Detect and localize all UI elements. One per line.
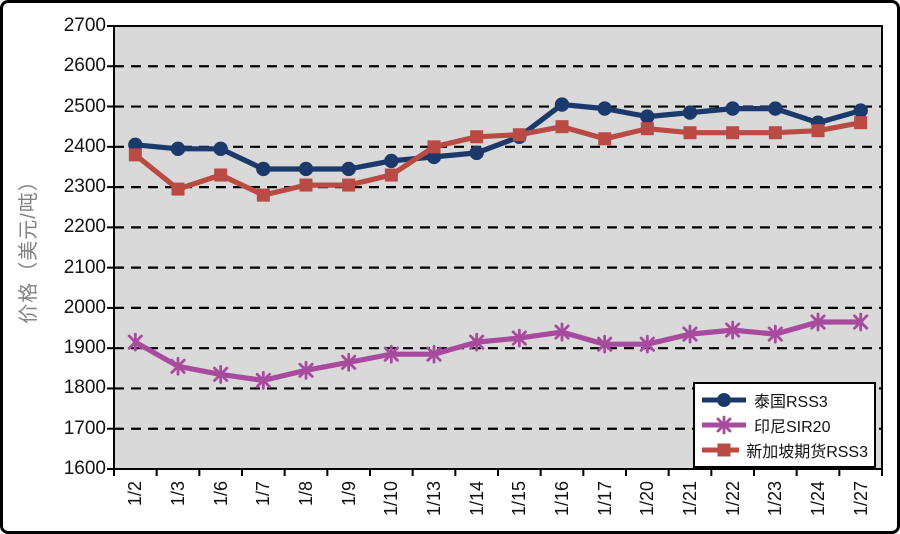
x-tick-label: 1/15 bbox=[509, 481, 530, 517]
marker-circle bbox=[384, 153, 399, 169]
marker-square bbox=[470, 130, 484, 144]
marker-circle bbox=[682, 105, 698, 120]
y-tick-label: 2700 bbox=[63, 15, 106, 36]
marker-asterisk bbox=[597, 334, 613, 354]
marker-square bbox=[683, 126, 697, 140]
marker-square bbox=[384, 168, 398, 182]
marker-square bbox=[128, 148, 142, 162]
y-tick-label: 2400 bbox=[63, 135, 106, 157]
y-tick-label: 1900 bbox=[63, 337, 106, 359]
x-tick-label: 1/14 bbox=[466, 481, 487, 517]
marker-asterisk bbox=[511, 328, 527, 348]
marker-asterisk bbox=[255, 370, 271, 390]
legend-item-singapore-futures-rss3: 新加坡期货RSS3 bbox=[701, 438, 868, 462]
marker-circle bbox=[298, 161, 314, 177]
marker-asterisk bbox=[767, 324, 783, 344]
x-tick-label: 1/22 bbox=[722, 481, 743, 517]
marker-square bbox=[811, 124, 825, 138]
marker-circle bbox=[853, 103, 868, 118]
legend-label: 新加坡期货RSS3 bbox=[746, 444, 868, 462]
marker-circle bbox=[341, 161, 356, 177]
marker-circle bbox=[469, 145, 484, 161]
marker-asterisk bbox=[383, 344, 399, 364]
series-indonesia-sir20 bbox=[127, 312, 869, 390]
x-tick-label: 1/21 bbox=[680, 481, 700, 517]
x-tick-label: 1/27 bbox=[850, 481, 871, 517]
x-tick-label: 1/7 bbox=[253, 481, 274, 507]
marker-square bbox=[768, 126, 782, 140]
marker-square bbox=[342, 178, 356, 192]
legend-marker-square-icon bbox=[702, 443, 740, 457]
legend-marker-circle-icon bbox=[702, 392, 746, 407]
marker-square bbox=[854, 116, 868, 130]
marker-asterisk bbox=[341, 352, 357, 372]
x-tick-label: 1/6 bbox=[210, 481, 231, 507]
marker-square bbox=[299, 178, 313, 192]
series-thailand-rss3 bbox=[128, 97, 868, 177]
series-singapore-futures-rss3 bbox=[128, 116, 868, 202]
legend-item-thailand-rss3: 泰国RSS3 bbox=[701, 388, 868, 412]
x-tick-label: 1/3 bbox=[168, 481, 188, 507]
plot-svg bbox=[107, 25, 883, 476]
marker-square bbox=[555, 120, 569, 134]
x-tick-label: 1/2 bbox=[125, 481, 146, 507]
marker-asterisk bbox=[469, 332, 485, 352]
legend-label: 泰国RSS3 bbox=[754, 393, 828, 411]
y-tick-label: 1800 bbox=[63, 377, 106, 399]
marker-square bbox=[214, 168, 228, 182]
y-tick-label: 2600 bbox=[63, 55, 106, 77]
marker-asterisk bbox=[127, 332, 143, 352]
marker-square bbox=[512, 128, 526, 142]
x-tick-label: 1/9 bbox=[338, 481, 359, 507]
marker-asterisk bbox=[426, 344, 442, 364]
axis-ticks bbox=[107, 25, 883, 476]
marker-circle bbox=[597, 101, 612, 116]
marker-circle bbox=[554, 97, 570, 112]
marker-circle bbox=[768, 101, 783, 116]
y-tick-label: 2300 bbox=[63, 176, 106, 198]
series-line-singapore-futures-rss3 bbox=[132, 120, 864, 198]
x-tick-label: 1/16 bbox=[552, 481, 572, 517]
marker-circle bbox=[725, 101, 740, 116]
y-tick-label: 2200 bbox=[63, 216, 106, 238]
marker-asterisk bbox=[554, 322, 570, 342]
marker-square bbox=[640, 122, 654, 136]
y-tick-label: 1700 bbox=[63, 417, 106, 439]
x-tick-label: 1/20 bbox=[637, 481, 658, 517]
y-tick-label: 2000 bbox=[63, 296, 106, 318]
marker-asterisk bbox=[170, 356, 186, 376]
marker-square bbox=[256, 188, 270, 202]
x-tick-label: 1/10 bbox=[381, 481, 402, 517]
marker-asterisk bbox=[639, 334, 655, 354]
legend-marker-asterisk-icon bbox=[702, 415, 746, 435]
y-tick-label: 1600 bbox=[63, 458, 106, 479]
x-tick-label: 1/17 bbox=[594, 481, 615, 517]
x-tick-label: 1/24 bbox=[808, 481, 828, 517]
marker-asterisk bbox=[298, 360, 314, 380]
marker-square bbox=[427, 140, 441, 154]
x-tick-label: 1/13 bbox=[424, 481, 444, 517]
legend: 泰国RSS3 印尼SIR20 新加坡期货RSS3 bbox=[693, 382, 876, 468]
x-tick-label: 1/23 bbox=[765, 481, 786, 517]
marker-circle bbox=[640, 109, 655, 124]
x-tick-label: 1/8 bbox=[296, 481, 316, 507]
marker-circle bbox=[213, 141, 228, 157]
marker-circle bbox=[256, 161, 271, 177]
series-line-indonesia-sir20 bbox=[132, 319, 864, 383]
legend-item-indonesia-sir20: 印尼SIR20 bbox=[701, 413, 868, 437]
legend-label: 印尼SIR20 bbox=[754, 418, 831, 436]
marker-asterisk bbox=[853, 312, 869, 332]
marker-square bbox=[598, 132, 612, 146]
marker-asterisk bbox=[725, 320, 741, 340]
marker-circle bbox=[170, 141, 186, 157]
marker-asterisk bbox=[682, 324, 698, 344]
marker-square bbox=[171, 182, 185, 196]
marker-asterisk bbox=[810, 312, 826, 332]
y-tick-label: 2100 bbox=[63, 256, 106, 278]
marker-asterisk bbox=[213, 364, 229, 384]
marker-square bbox=[726, 126, 740, 140]
y-tick-label: 2500 bbox=[63, 95, 106, 117]
